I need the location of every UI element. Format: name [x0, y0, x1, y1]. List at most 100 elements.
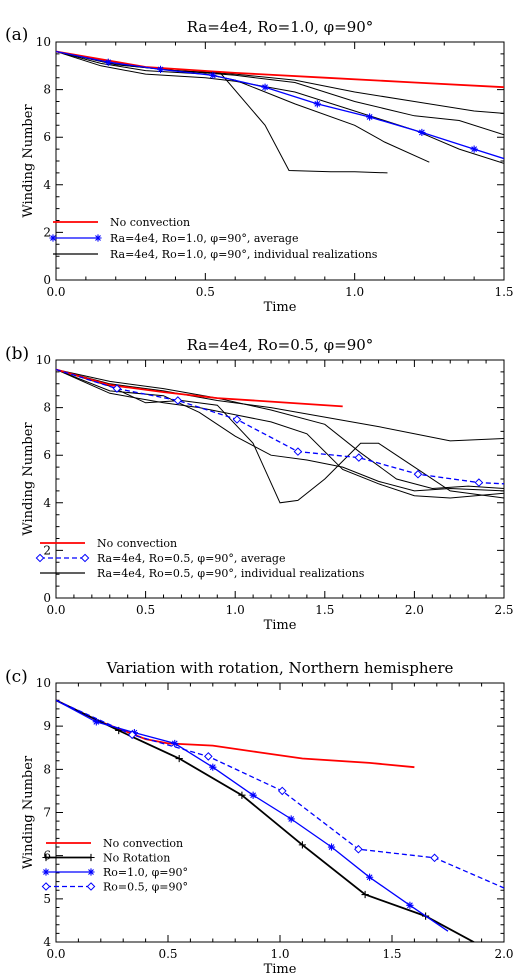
data-point [366, 113, 374, 121]
data-point [470, 145, 478, 153]
series-group [56, 50, 504, 174]
data-point [313, 100, 321, 108]
y-tick-label: 7 [43, 806, 51, 820]
y-tick-label: 6 [43, 448, 51, 462]
legend-entry: Ro=0.5, φ=90° [103, 881, 188, 894]
y-tick-label: 10 [36, 676, 51, 690]
chart-title: Variation with rotation, Northern hemisp… [106, 659, 454, 677]
legend-marker [49, 234, 57, 242]
data-point [474, 478, 484, 487]
data-point [112, 384, 122, 393]
data-point [171, 739, 179, 748]
y-tick-label: 0 [43, 273, 51, 287]
data-point [156, 65, 165, 73]
data-point [406, 901, 414, 909]
data-point [209, 763, 217, 771]
data-point [298, 841, 306, 849]
data-point [361, 890, 369, 899]
legend-entry: No convection [103, 837, 183, 850]
legend-entry: No Rotation [103, 852, 170, 865]
legend-entry: Ra=4e4, Ro=1.0, φ=90°, individual realiz… [110, 248, 378, 261]
data-point [249, 791, 257, 799]
series-group [56, 368, 504, 504]
x-tick-label: 0.0 [46, 603, 65, 617]
data-point [366, 873, 374, 881]
data-point [204, 752, 213, 761]
panel-a: (a) Ra=4e4, Ro=1.0, φ=90° 0.0 0.5 1.0 1.5 0 2 4 6… [5, 18, 514, 315]
series-line-0 [56, 699, 415, 769]
x-tick-label: 1.5 [382, 947, 401, 961]
legend-marker [86, 882, 96, 891]
x-tick-label: 0.5 [136, 603, 155, 617]
series-line-6 [56, 51, 504, 114]
data-point [175, 754, 183, 763]
y-tick-label: 8 [43, 762, 51, 776]
data-point [92, 718, 100, 726]
x-tick-label: 0.5 [196, 285, 215, 299]
panel-b: (b) Ra=4e4, Ro=0.5, φ=90° 0.0 0.5 1.0 1.5 2.0 2… [5, 336, 514, 633]
legend-marker [42, 868, 50, 876]
legend-marker [41, 882, 51, 891]
panel-label: (b) [5, 344, 29, 364]
legend-marker [94, 234, 102, 242]
x-axis-label: Time [264, 300, 297, 315]
series-line-0 [56, 368, 343, 408]
series-line-1 [56, 699, 476, 942]
panel-c: (c) Variation with rotation, Northern hem… [5, 659, 514, 976]
x-tick-label: 2.5 [494, 603, 513, 617]
series-line-4 [56, 369, 504, 442]
data-point [238, 791, 246, 799]
data-point [209, 71, 217, 79]
y-tick-label: 10 [36, 353, 51, 367]
series-line-3 [56, 369, 504, 504]
panel-label: (c) [5, 667, 28, 687]
y-tick-label: 4 [43, 496, 51, 510]
y-axis-label: Winding Number [21, 422, 36, 536]
y-tick-label: 6 [43, 849, 51, 863]
legend-marker [87, 853, 95, 862]
data-point [430, 853, 439, 863]
y-tick-label: 9 [43, 719, 51, 733]
x-tick-label: 1.0 [345, 285, 364, 299]
y-axis-label: Winding Number [21, 104, 36, 218]
series-line-2 [56, 51, 388, 174]
y-axis-label: Winding Number [21, 755, 36, 869]
series-line-0 [56, 50, 504, 89]
y-tick-label: 8 [43, 401, 51, 415]
x-axis-label: Time [264, 618, 297, 633]
legend-entry: Ra=4e4, Ro=0.5, φ=90°, average [97, 552, 285, 565]
chart-title: Ra=4e4, Ro=0.5, φ=90° [187, 336, 374, 354]
data-point [418, 128, 426, 137]
y-tick-label: 4 [43, 178, 51, 192]
series-line-5 [56, 369, 504, 492]
legend-entry: Ro=1.0, φ=90° [103, 866, 188, 879]
data-point [413, 469, 423, 479]
x-axis-label: Time [264, 962, 297, 976]
x-tick-label: 2.0 [494, 947, 513, 961]
y-tick-label: 2 [43, 543, 51, 557]
x-tick-label: 0.5 [158, 947, 177, 961]
series-group [56, 699, 504, 942]
series-line-2 [56, 369, 504, 499]
data-point [327, 843, 336, 851]
y-tick-label: 6 [43, 130, 51, 144]
data-point [104, 58, 112, 66]
y-tick-label: 8 [43, 83, 51, 97]
y-tick-label: 10 [36, 35, 51, 49]
legend-marker [42, 853, 50, 862]
data-point [277, 786, 287, 796]
data-point [173, 396, 183, 405]
legend-entry: Ra=4e4, Ro=1.0, φ=90°, average [110, 232, 298, 245]
y-tick-label: 2 [43, 225, 51, 239]
x-tick-label: 0.0 [46, 285, 65, 299]
legend-entry: No convection [97, 537, 177, 550]
legend-marker [87, 868, 95, 876]
x-tick-label: 0.0 [46, 947, 65, 961]
data-point [354, 453, 364, 462]
data-point [293, 447, 303, 456]
x-tick-label: 2.0 [405, 603, 424, 617]
data-point [354, 844, 363, 854]
series-line-2 [56, 699, 449, 932]
x-tick-label: 1.5 [494, 285, 513, 299]
x-tick-label: 1.5 [315, 603, 334, 617]
